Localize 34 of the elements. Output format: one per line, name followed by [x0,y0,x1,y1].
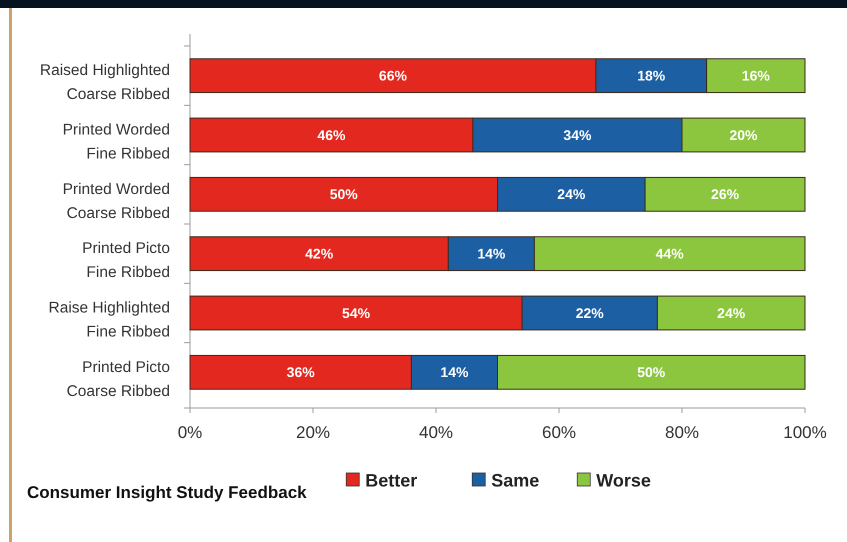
data-label: 26% [711,186,740,202]
data-label: 36% [286,364,316,380]
y-tick-label: Raise Highlighted Fine Ribbed [48,299,170,340]
data-label: 24% [557,186,586,202]
data-label: 24% [717,304,746,321]
y-tick-label: Printed Picto Coarse Ribbed [66,358,170,400]
data-label: 18% [637,68,666,84]
data-label: 20% [729,126,758,143]
data-label: 44% [656,246,684,262]
data-label: 34% [563,126,592,143]
x-tick-label: 40% [418,423,454,442]
data-label: 22% [576,304,604,321]
data-label: 50% [330,186,358,202]
x-tick-label: 100% [783,423,827,442]
y-tick-label: Raised Highlighted Coarse Ribbed [40,62,170,104]
data-label: 54% [342,304,371,321]
y-tick-label: Printed Picto Fine Ribbed [82,240,170,282]
x-tick-label: 80% [664,423,700,442]
x-tick-label: 0% [178,423,202,442]
data-label: 14% [477,246,506,262]
legend-label: Worse [596,470,651,490]
data-label: 14% [440,364,470,380]
x-tick-label: 60% [542,423,576,442]
x-tick-label: 20% [296,423,330,442]
legend-label: Better [365,470,418,490]
legend-label: Same [491,470,540,490]
text: Consumer Insight Study Feedback [27,483,308,502]
data-label: 16% [742,68,770,84]
data-label: 66% [378,68,408,84]
y-tick-label: Printed Worded Coarse Ribbed [62,180,170,222]
y-tick-label: Printed Worded Fine Ribbed [62,121,170,162]
data-label: 42% [305,246,334,262]
data-label: 46% [317,126,346,143]
data-label: 50% [637,364,666,380]
